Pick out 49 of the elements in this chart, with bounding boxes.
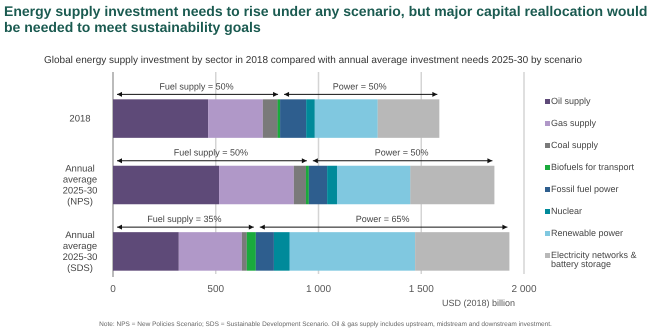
bar bbox=[208, 99, 263, 138]
annotation: Power = 50% bbox=[374, 148, 429, 158]
legend-label: Coal supply bbox=[551, 140, 599, 150]
y-tick-label: Annual average 2025-30 (NPS) bbox=[62, 164, 98, 208]
bar bbox=[336, 166, 410, 204]
bar bbox=[327, 166, 337, 204]
annotation: Fuel supply = 50% bbox=[174, 148, 248, 158]
annotation: Power = 50% bbox=[332, 81, 387, 92]
bar bbox=[242, 232, 247, 271]
x-tick-label: 2 000 bbox=[511, 284, 537, 296]
chart-title: Energy supply investment needs to rise under any scenario, but major capital reallocation would be needed to meet sustainability goals bbox=[4, 3, 648, 35]
bar bbox=[113, 232, 179, 271]
bar bbox=[378, 99, 440, 138]
annotation: Fuel supply = 50% bbox=[159, 81, 234, 92]
legend-label: Gas supply bbox=[551, 118, 597, 128]
x-tick-label: 500 bbox=[207, 284, 225, 296]
legend-label: Electricity networks & battery storage bbox=[551, 250, 637, 269]
bar bbox=[280, 99, 306, 138]
bar bbox=[415, 232, 510, 271]
bar bbox=[306, 99, 315, 138]
annotation: Fuel supply = 35% bbox=[147, 214, 222, 224]
annotation: Power = 65% bbox=[356, 214, 410, 224]
bar bbox=[314, 99, 378, 138]
x-axis-title: USD (2018) billion bbox=[442, 298, 516, 308]
x-tick-label: 1 500 bbox=[408, 284, 434, 296]
legend-label: Nuclear bbox=[551, 206, 582, 216]
legend-label: Fossil fuel power bbox=[551, 184, 619, 194]
bar bbox=[246, 232, 256, 271]
bar bbox=[262, 99, 278, 138]
legend-label: Renewable power bbox=[551, 228, 624, 238]
bar bbox=[308, 166, 328, 204]
y-tick-label: 2018 bbox=[69, 114, 91, 125]
bar bbox=[410, 166, 494, 204]
bar bbox=[219, 166, 294, 204]
bar bbox=[290, 232, 416, 271]
bar bbox=[306, 166, 309, 204]
bar bbox=[274, 232, 290, 271]
bar bbox=[256, 232, 274, 271]
bar bbox=[178, 232, 242, 271]
bar bbox=[113, 166, 220, 204]
chart-subtitle: Global energy supply investment by sector in 2018 compared with annual average investment needs 2025-30 by scenario bbox=[44, 55, 583, 66]
x-tick-label: 0 bbox=[110, 284, 116, 296]
x-tick-label: 1 000 bbox=[306, 284, 332, 296]
y-tick-label: Annual average 2025-30 (SDS) bbox=[62, 230, 98, 274]
bar bbox=[294, 166, 306, 204]
legend-label: Biofuels for transport bbox=[551, 162, 635, 172]
bar bbox=[113, 99, 208, 138]
bar bbox=[278, 99, 280, 138]
legend-label: Oil supply bbox=[551, 96, 592, 106]
